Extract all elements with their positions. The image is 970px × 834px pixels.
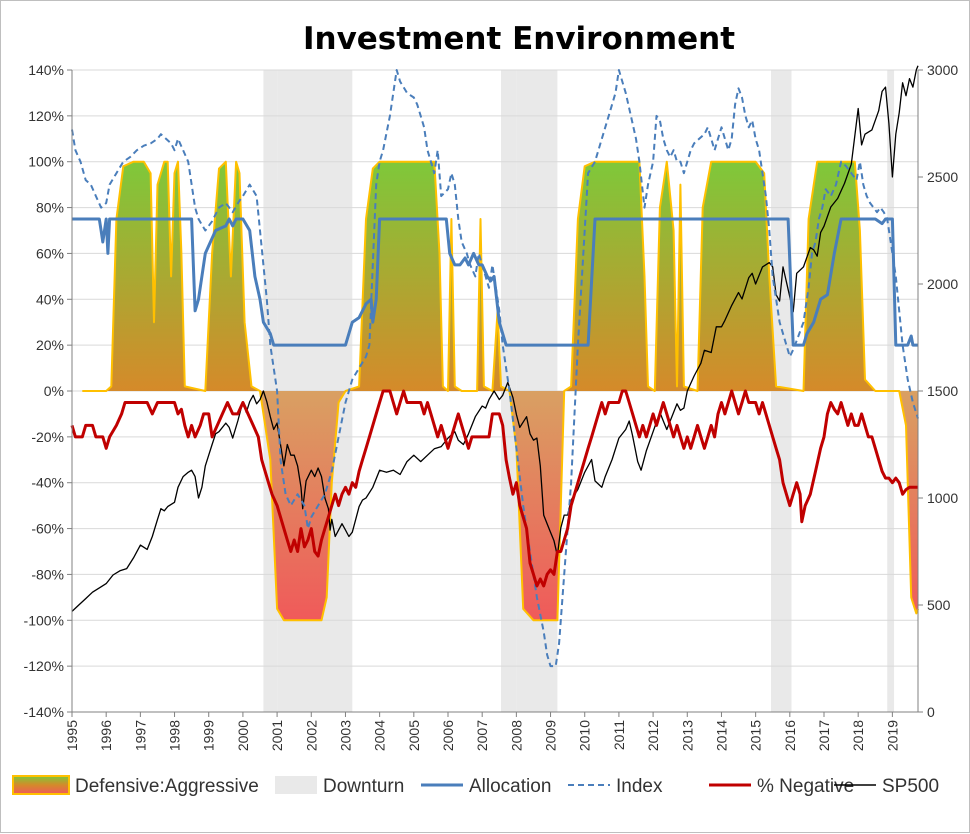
series-lines [70,65,919,668]
x-tick-label: 2018 [850,720,866,751]
right-tick-label: 0 [927,704,935,720]
left-tick-label: -120% [24,658,64,674]
x-tick-label: 2015 [748,720,764,751]
left-tick-label: 40% [36,291,64,307]
legend-item-negative: % Negative [709,776,854,797]
right-tick-label: 1000 [927,490,958,506]
x-tick-label: 2008 [508,720,524,751]
legend-item-sp500: SP500 [834,776,939,797]
legend: Defensive:Aggressive Downturn Allocation In… [12,775,939,797]
x-tick-label: 2010 [577,720,593,751]
right-tick-label: 2000 [927,276,958,292]
x-tick-label: 1996 [98,720,114,751]
negative-line [70,389,918,588]
defensive-aggressive-edge [82,160,919,622]
left-tick-label: -100% [24,612,64,628]
x-tick-label: 2007 [474,720,490,751]
x-tick-label: 1997 [132,720,148,751]
x-tick-label: 2002 [303,720,319,751]
left-tick-label: 80% [36,200,64,216]
right-tick-label: 1500 [927,383,958,399]
x-tick-label: 2016 [782,720,798,751]
x-tick-label: 2003 [337,720,353,751]
axes: 140% 120% 100% 80% 60% 40% 20% 0% -20% -40% -60% -8… [24,62,959,751]
left-tick-label: 140% [28,62,64,78]
legend-item-index: Index [568,776,663,797]
x-tick-label: 1999 [201,720,217,751]
legend-label: SP500 [882,776,939,797]
legend-item-def_agg: Defensive:Aggressive [12,775,259,797]
x-tick-label: 2001 [269,720,285,751]
allocation-line [72,217,918,347]
x-tick-label: 2004 [372,720,388,751]
left-tick-label: 60% [36,245,64,261]
right-tick-label: 2500 [927,169,958,185]
chart-title: Investment Environment [303,21,735,57]
left-tick-label: 0% [44,383,64,399]
x-tick-label: 2019 [884,720,900,751]
left-tick-label: -60% [31,521,64,537]
x-tick-label: 2000 [235,720,251,751]
left-tick-label: -20% [31,429,64,445]
x-tick-label: 1998 [167,720,183,751]
left-tick-label: 100% [28,154,64,170]
legend-label: Index [616,776,663,797]
index-line [71,69,919,668]
x-tick-label: 2014 [713,720,729,751]
legend-label: Allocation [469,776,551,797]
x-tick-label: 2013 [679,720,695,751]
legend-label: Defensive:Aggressive [75,776,259,797]
legend-label: Downturn [323,776,404,797]
x-tick-label: 2009 [543,720,559,751]
defensive-aggressive-area [82,160,919,622]
x-tick-label: 2017 [816,720,832,751]
left-tick-label: -140% [24,704,64,720]
left-tick-label: 20% [36,337,64,353]
left-tick-label: -80% [31,566,64,582]
x-tick-label: 2012 [645,720,661,751]
legend-label: % Negative [757,776,854,797]
legend-item-allocation: Allocation [421,776,551,797]
defensive-area [82,391,918,621]
x-tick-label: 2011 [611,720,627,750]
right-tick-label: 500 [927,597,951,613]
right-tick-label: 3000 [927,62,958,78]
legend-swatch-downturn [275,776,317,794]
legend-item-downturn: Downturn [275,776,404,797]
x-tick-label: 2006 [440,720,456,751]
x-tick-label: 1995 [64,720,80,751]
left-tick-label: 120% [28,108,64,124]
x-tick-label: 2005 [406,720,422,751]
left-tick-label: -40% [31,475,64,491]
legend-swatch-def-agg [12,775,70,795]
sp500-line [71,65,919,612]
